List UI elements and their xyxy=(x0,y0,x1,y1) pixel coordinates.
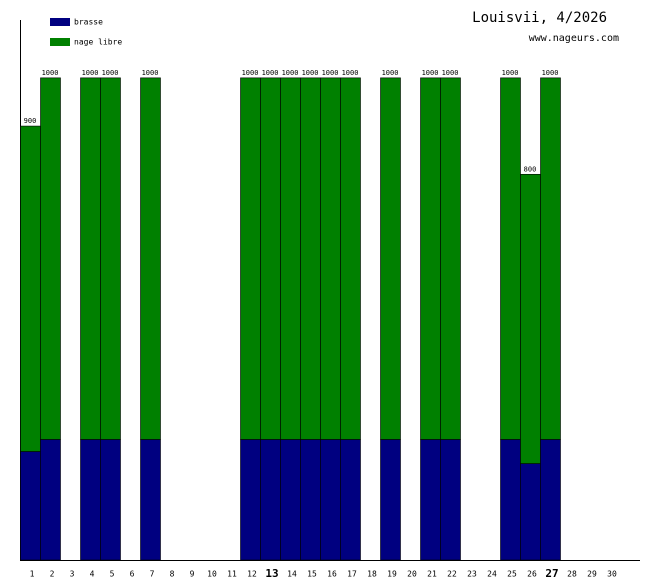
x-tick-label: 27 xyxy=(545,567,558,580)
x-tick-label: 8 xyxy=(170,570,175,579)
bar-segment xyxy=(380,77,401,440)
chart-subtitle: www.nageurs.com xyxy=(529,33,619,44)
bar-segment xyxy=(420,77,441,440)
x-tick-label: 2 xyxy=(50,570,55,579)
x-tick-label: 5 xyxy=(110,570,115,579)
bar-segment xyxy=(320,439,341,561)
bar-segment xyxy=(440,77,461,440)
x-tick-label: 28 xyxy=(567,570,577,579)
legend-swatch xyxy=(50,38,70,46)
x-tick-label: 9 xyxy=(190,570,195,579)
bar-segment xyxy=(340,439,361,561)
bar-segment xyxy=(80,439,101,561)
chart-title: Louisvii, 4/2026 xyxy=(472,10,607,26)
bar-segment xyxy=(500,77,521,440)
x-tick-label: 6 xyxy=(130,570,135,579)
bar-segment xyxy=(380,439,401,561)
bar-segment xyxy=(240,439,261,561)
bar-segment xyxy=(260,439,281,561)
x-tick-label: 17 xyxy=(347,570,357,579)
value-label: 1000 xyxy=(282,69,299,77)
value-label: 1000 xyxy=(422,69,439,77)
bar-segment xyxy=(140,439,161,561)
bar-segment xyxy=(280,77,301,440)
bar-segment xyxy=(100,439,121,561)
bar-segment xyxy=(420,439,441,561)
bar-segment xyxy=(40,77,61,440)
bar-segment xyxy=(40,439,61,561)
legend-label: brasse xyxy=(74,18,103,27)
x-tick-label: 19 xyxy=(387,570,397,579)
value-label: 1000 xyxy=(442,69,459,77)
bar-segment xyxy=(500,439,521,561)
legend-label: nage libre xyxy=(74,38,122,47)
bar-segment xyxy=(300,77,321,440)
x-tick-label: 3 xyxy=(70,570,75,579)
bar-segment xyxy=(440,439,461,561)
bar-segment xyxy=(260,77,281,440)
x-tick-label: 21 xyxy=(427,570,437,579)
x-tick-label: 15 xyxy=(307,570,317,579)
x-tick-label: 14 xyxy=(287,570,297,579)
x-tick-label: 12 xyxy=(247,570,257,579)
x-tick-label: 24 xyxy=(487,570,497,579)
bar-segment xyxy=(20,451,41,561)
value-label: 1000 xyxy=(262,69,279,77)
bar-segment xyxy=(520,463,541,561)
x-tick-label: 22 xyxy=(447,570,457,579)
value-label: 1000 xyxy=(102,69,119,77)
x-tick-label: 7 xyxy=(150,570,155,579)
value-label: 1000 xyxy=(382,69,399,77)
value-label: 1000 xyxy=(242,69,259,77)
bar-segment xyxy=(540,439,561,561)
bar-segment xyxy=(300,439,321,561)
value-label: 1000 xyxy=(302,69,319,77)
bar-segment xyxy=(20,125,41,452)
value-label: 1000 xyxy=(42,69,59,77)
bar-segment xyxy=(80,77,101,440)
bar-segment xyxy=(240,77,261,440)
x-tick-label: 4 xyxy=(90,570,95,579)
x-tick-label: 25 xyxy=(507,570,517,579)
value-label: 900 xyxy=(24,117,37,125)
bar-segment xyxy=(520,173,541,464)
x-tick-label: 1 xyxy=(30,570,35,579)
x-tick-label: 10 xyxy=(207,570,217,579)
value-label: 1000 xyxy=(142,69,159,77)
value-label: 1000 xyxy=(502,69,519,77)
legend-swatch xyxy=(50,18,70,26)
bar-segment xyxy=(140,77,161,440)
x-tick-label: 29 xyxy=(587,570,597,579)
bar-segment xyxy=(340,77,361,440)
value-label: 1000 xyxy=(342,69,359,77)
value-label: 800 xyxy=(524,165,537,173)
x-tick-label: 13 xyxy=(265,567,278,580)
x-tick-label: 18 xyxy=(367,570,377,579)
x-tick-label: 11 xyxy=(227,570,237,579)
value-label: 1000 xyxy=(542,69,559,77)
x-tick-label: 16 xyxy=(327,570,337,579)
bar-segment xyxy=(320,77,341,440)
value-label: 1000 xyxy=(82,69,99,77)
x-tick-label: 26 xyxy=(527,570,537,579)
bar-segment xyxy=(100,77,121,440)
bar-segment xyxy=(540,77,561,440)
bar-segment xyxy=(280,439,301,561)
x-tick-label: 23 xyxy=(467,570,477,579)
x-tick-label: 20 xyxy=(407,570,417,579)
x-tick-label: 30 xyxy=(607,570,617,579)
value-label: 1000 xyxy=(322,69,339,77)
